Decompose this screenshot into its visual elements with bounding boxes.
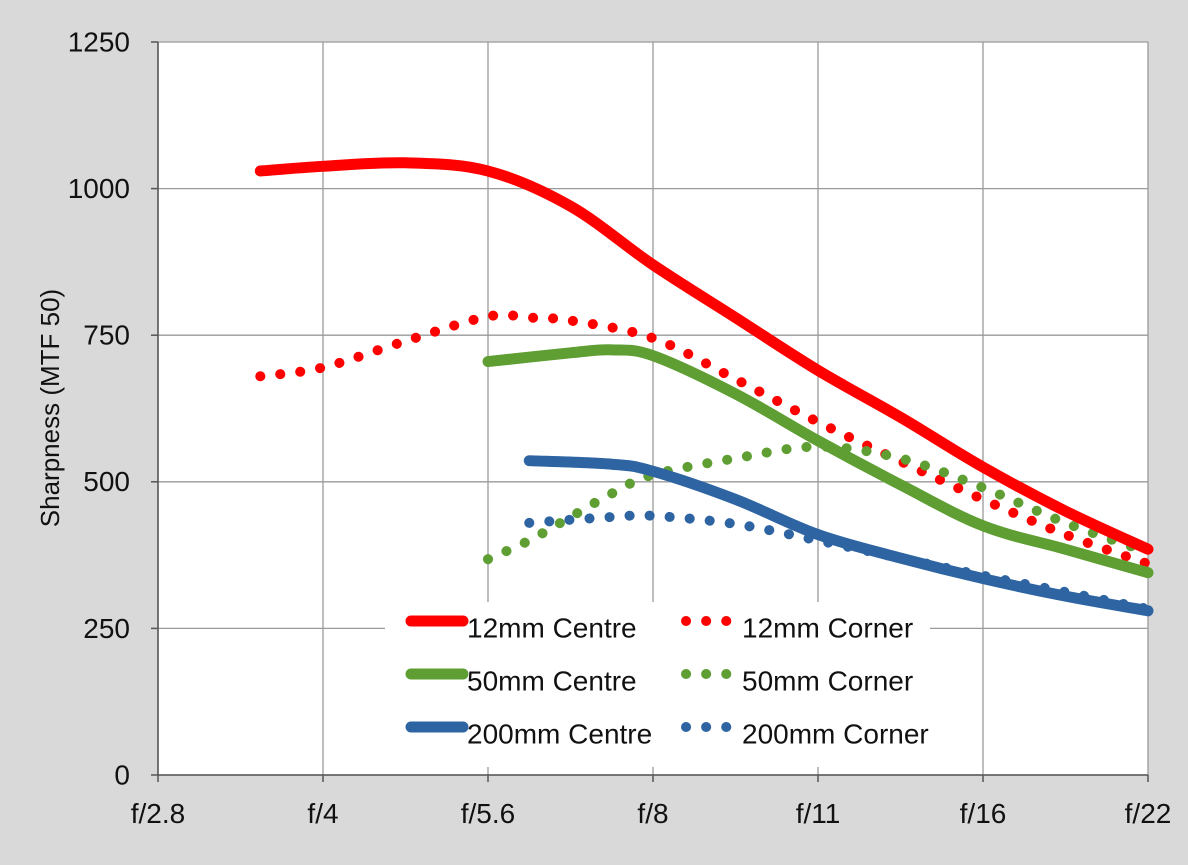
- y-axis-ticks: 0 250 500 750 1000 1250: [68, 26, 130, 790]
- y-tick-label: 250: [83, 613, 130, 644]
- x-tick-label: f/2.8: [131, 798, 185, 829]
- legend-label-12mm-centre: 12mm Centre: [467, 612, 637, 643]
- y-tick-label: 750: [83, 320, 130, 351]
- y-tick-label: 0: [114, 759, 130, 790]
- legend-label-50mm-centre: 50mm Centre: [467, 665, 637, 696]
- legend-box: [385, 602, 930, 767]
- y-tick-label: 1250: [68, 26, 130, 57]
- x-tick-label: f/16: [960, 798, 1007, 829]
- legend-label-200mm-centre: 200mm Centre: [467, 718, 652, 749]
- series-group: [254, 157, 1154, 617]
- legend-label-12mm-corner: 12mm Corner: [742, 612, 913, 643]
- y-tick-label: 500: [83, 466, 130, 497]
- y-tick-label: 1000: [68, 173, 130, 204]
- series-line-12mm-centre: [254, 157, 1154, 555]
- x-tick-label: f/22: [1125, 798, 1172, 829]
- series-line-50mm-centre: [482, 344, 1154, 579]
- y-axis-title: Sharpness (MTF 50): [35, 289, 65, 527]
- x-tick-label: f/5.6: [461, 798, 515, 829]
- x-tick-label: f/8: [637, 798, 668, 829]
- x-axis-ticks: f/2.8 f/4 f/5.6 f/8 f/11 f/16 f/22: [131, 798, 1172, 829]
- legend: 12mm Centre 50mm Centre 200mm Centre 12mm C…: [385, 602, 930, 767]
- x-tick-label: f/4: [307, 798, 338, 829]
- series-line-200mm-centre: [523, 455, 1154, 617]
- legend-label-200mm-corner: 200mm Corner: [742, 718, 929, 749]
- series-line-12mm-corner: [255, 309, 1153, 569]
- x-tick-label: f/11: [796, 798, 841, 829]
- series-line-50mm-corner: [483, 441, 1153, 565]
- legend-label-50mm-corner: 50mm Corner: [742, 665, 913, 696]
